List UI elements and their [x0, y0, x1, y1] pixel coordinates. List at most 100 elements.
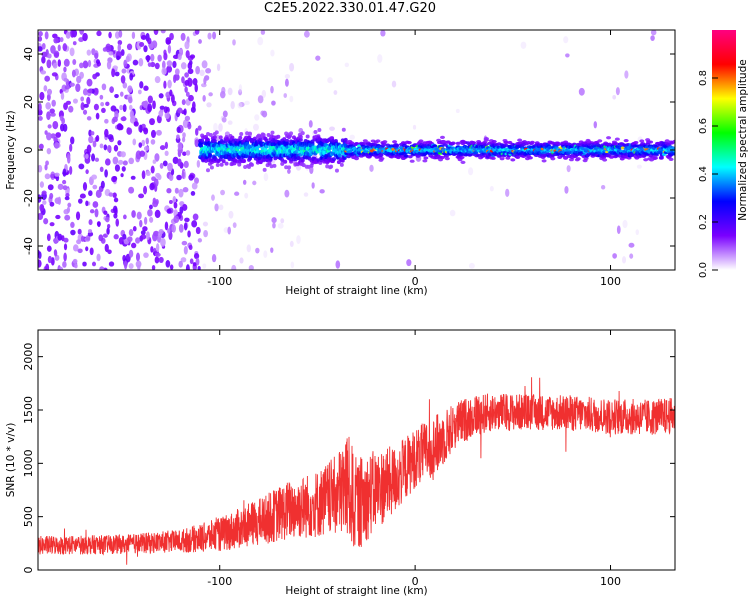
noise-cell — [178, 224, 184, 233]
noise-cell — [120, 173, 124, 178]
noise-cell — [327, 77, 333, 84]
noise-cell — [92, 73, 98, 80]
noise-cell — [197, 266, 201, 270]
signal-cell — [254, 146, 259, 151]
noise-cell — [154, 153, 160, 162]
signal-cell — [444, 157, 450, 161]
noise-cell — [128, 186, 135, 194]
noise-cell — [50, 174, 55, 179]
signal-cell — [664, 139, 670, 143]
noise-cell — [188, 94, 194, 102]
noise-cell — [88, 219, 93, 226]
noise-cell — [106, 227, 110, 235]
noise-cell — [195, 257, 200, 266]
noise-cell — [140, 34, 147, 41]
noise-cell — [61, 117, 65, 125]
signal-cell — [247, 164, 252, 169]
noise-cell — [600, 184, 606, 190]
noise-cell — [185, 91, 190, 97]
noise-cell — [94, 157, 100, 162]
signal-cell — [409, 159, 415, 163]
noise-cell — [109, 86, 114, 94]
signal-cell — [261, 132, 266, 137]
noise-cell — [132, 138, 137, 146]
noise-cell — [172, 156, 179, 165]
noise-cell — [122, 116, 126, 121]
signal-cell — [619, 157, 625, 161]
noise-cell — [122, 160, 128, 166]
noise-cell — [75, 211, 81, 221]
noise-cell — [83, 103, 89, 108]
noise-cell — [181, 171, 185, 179]
noise-cell — [127, 236, 133, 243]
noise-cell — [63, 237, 69, 243]
noise-cell — [126, 43, 133, 51]
noise-cell — [208, 92, 213, 97]
noise-cell — [228, 210, 234, 219]
noise-cell — [160, 30, 166, 34]
noise-cell — [183, 160, 189, 169]
noise-cell — [152, 100, 156, 110]
signal-cell — [361, 141, 367, 146]
noise-cell — [145, 137, 149, 145]
signal-cell — [668, 157, 674, 161]
noise-cell — [94, 52, 99, 59]
noise-cell — [183, 222, 188, 231]
noise-cell — [270, 85, 274, 94]
signal-cell — [280, 158, 285, 163]
signal-cell — [249, 162, 254, 167]
noise-cell — [113, 234, 119, 240]
noise-cell — [239, 257, 244, 264]
noise-cell — [289, 95, 294, 103]
noise-cell — [183, 246, 188, 255]
noise-cell — [53, 37, 59, 44]
noise-cell — [218, 123, 223, 132]
noise-cell — [79, 30, 85, 35]
noise-cell — [169, 264, 174, 270]
signal-cell — [207, 154, 212, 159]
noise-cell — [149, 118, 155, 126]
signal-cell — [262, 155, 267, 160]
y-axis-label: Frequency (Hz) — [5, 110, 17, 189]
signal-cell — [313, 130, 318, 135]
noise-cell — [155, 243, 160, 253]
noise-cell — [391, 80, 397, 88]
noise-cell — [62, 168, 67, 177]
noise-cell — [45, 102, 51, 110]
noise-cell — [52, 33, 58, 39]
colorbar: 0.0 0.2 0.4 0.6 0.8 Normalized spectral ampli… — [698, 30, 749, 278]
noise-cell — [252, 180, 257, 186]
noise-cell — [57, 233, 63, 241]
signal-cell — [418, 139, 424, 143]
noise-cell — [57, 44, 61, 52]
noise-cell — [92, 184, 98, 190]
signal-cell — [623, 138, 629, 143]
noise-cell — [161, 60, 166, 70]
signal-cell — [382, 140, 388, 144]
noise-cell — [114, 93, 119, 99]
signal-cell — [289, 157, 294, 162]
noise-cell — [87, 88, 93, 94]
noise-cell — [244, 100, 250, 106]
x-tick-label: 0 — [412, 575, 419, 588]
signal-cell — [432, 144, 438, 148]
noise-cell — [197, 238, 203, 243]
noise-cell — [38, 194, 42, 203]
noise-cell — [184, 72, 189, 78]
noise-cell — [167, 228, 171, 234]
noise-cell — [650, 30, 657, 36]
noise-cell — [155, 129, 162, 136]
noise-cell — [150, 53, 155, 62]
noise-cell — [287, 168, 291, 174]
noise-cell — [82, 88, 89, 96]
noise-cell — [261, 89, 267, 98]
noise-cell — [315, 55, 321, 61]
noise-cell — [168, 199, 173, 205]
y-tick-label: 0 — [22, 147, 35, 154]
noise-cell — [138, 58, 144, 67]
noise-cell — [82, 32, 88, 42]
noise-cell — [49, 192, 54, 200]
noise-cell — [111, 176, 117, 183]
noise-cell — [140, 234, 147, 240]
noise-cell — [615, 87, 620, 96]
